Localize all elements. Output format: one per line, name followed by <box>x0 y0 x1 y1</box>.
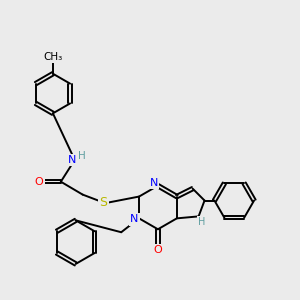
Text: H: H <box>198 217 205 227</box>
Text: O: O <box>35 177 44 187</box>
Text: S: S <box>99 196 107 209</box>
Text: N: N <box>68 155 76 165</box>
Text: H: H <box>78 151 86 161</box>
Text: N: N <box>150 178 158 188</box>
Text: O: O <box>154 245 162 255</box>
Text: CH₃: CH₃ <box>43 52 62 62</box>
Text: N: N <box>130 214 138 224</box>
